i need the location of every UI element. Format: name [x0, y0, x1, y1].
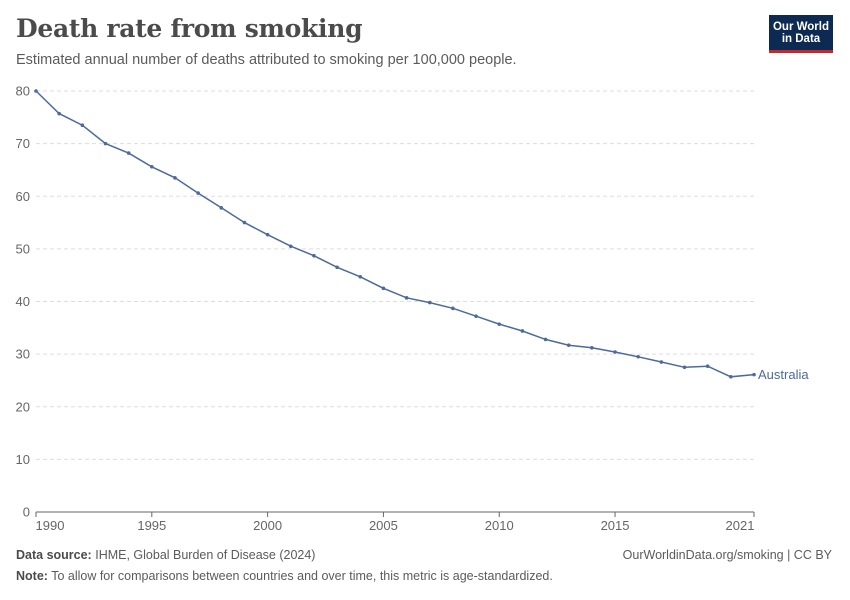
data-point [752, 372, 756, 377]
x-tick-label: 2005 [369, 518, 398, 533]
note-text: To allow for comparisons between countri… [51, 569, 553, 583]
data-point [613, 350, 617, 354]
data-point [729, 374, 733, 379]
data-point [381, 286, 386, 291]
data-point [103, 141, 108, 146]
data-point [705, 364, 710, 369]
data-point [566, 343, 571, 347]
y-tick-label: 30 [16, 347, 30, 362]
series-label: Australia [758, 367, 809, 382]
x-tick-label: 2015 [601, 518, 630, 533]
data-point [34, 89, 38, 93]
x-tick-label: 2021 [726, 518, 755, 533]
data-point [196, 191, 200, 195]
y-tick-label: 0 [23, 505, 30, 520]
logo-line-2: in Data [781, 32, 821, 45]
y-tick-label: 10 [16, 452, 30, 467]
data-point [451, 306, 455, 311]
data-point [497, 322, 502, 326]
x-tick-label: 2000 [253, 518, 282, 533]
y-axis-ticks: 0 10 20 30 40 50 60 70 80 [16, 84, 30, 520]
data-point [636, 354, 640, 359]
x-tick-label: 2010 [485, 518, 514, 533]
gridlines [36, 90, 754, 460]
data-point [288, 244, 293, 249]
chart-subtitle: Estimated annual number of deaths attrib… [16, 52, 517, 68]
logo-line-1: Our World [772, 20, 829, 33]
data-point [335, 265, 339, 270]
data-point [520, 329, 525, 333]
data-source: Data source: IHME, Global Burden of Dise… [16, 548, 315, 562]
data-point [219, 206, 224, 210]
series-line-australia [35, 90, 755, 378]
chart-title: Death rate from smoking [16, 14, 363, 43]
y-tick-label: 70 [16, 136, 30, 151]
y-tick-label: 60 [16, 189, 30, 204]
data-point [543, 337, 548, 342]
data-point [150, 164, 154, 169]
series-group: Australia [34, 89, 809, 382]
data-point [57, 111, 61, 116]
data-point [80, 123, 85, 128]
data-point [242, 220, 247, 225]
x-axis: 1990 1995 2000 2005 2010 2015 2021 [35, 511, 755, 533]
x-tick-label: 1995 [137, 518, 166, 533]
note-label: Note: [16, 569, 48, 583]
data-point [265, 232, 270, 237]
x-tick-label: 1990 [36, 518, 65, 533]
data-point [173, 176, 177, 180]
data-point [312, 253, 316, 258]
data-point [474, 314, 478, 319]
y-tick-label: 40 [16, 294, 30, 309]
data-source-text: IHME, Global Burden of Disease (2024) [95, 548, 316, 562]
data-point [682, 365, 687, 370]
data-point [404, 296, 409, 300]
data-point [659, 360, 664, 364]
data-point [358, 274, 363, 279]
y-tick-label: 20 [16, 399, 30, 414]
y-tick-label: 80 [16, 84, 30, 99]
y-tick-label: 50 [16, 241, 30, 256]
note: Note: To allow for comparisons between c… [16, 569, 553, 583]
data-source-label: Data source: [16, 548, 92, 562]
data-point [427, 300, 432, 305]
source-url-link[interactable]: OurWorldinData.org/smoking | CC BY [622, 548, 832, 562]
data-point [590, 346, 594, 350]
data-point [126, 151, 131, 155]
owid-logo[interactable]: Our World in Data [769, 15, 833, 53]
